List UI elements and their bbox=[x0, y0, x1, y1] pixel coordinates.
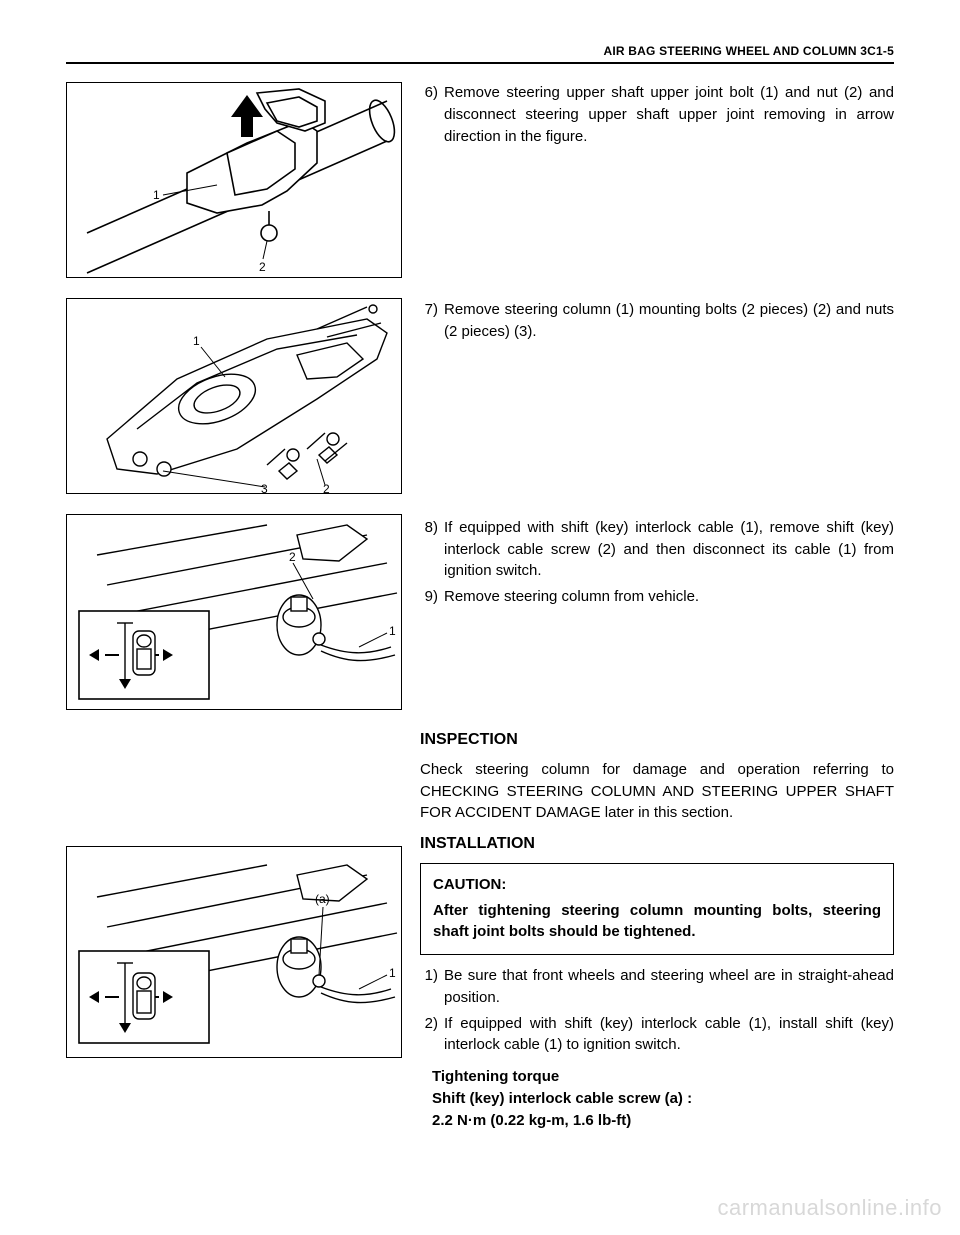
fig4-label-1: 1 bbox=[389, 966, 396, 980]
fig1-label-1: 1 bbox=[153, 188, 160, 202]
figures-column: 1 2 bbox=[66, 82, 402, 1131]
torque-value: 2.2 N·m (0.22 kg-m, 1.6 lb-ft) bbox=[420, 1110, 894, 1132]
installation-title: INSTALLATION bbox=[420, 832, 894, 855]
figure-step8: 2 1 bbox=[66, 514, 402, 710]
step-num: 2) bbox=[420, 1013, 444, 1057]
caution-box: CAUTION: After tightening steering colum… bbox=[420, 863, 894, 955]
fig4-label-a: (a) bbox=[315, 892, 330, 906]
step-6: 6) Remove steering upper shaft upper joi… bbox=[420, 82, 894, 147]
page-header: AIR BAG STEERING WHEEL AND COLUMN 3C1-5 bbox=[66, 44, 894, 64]
fig1-label-2: 2 bbox=[259, 260, 266, 274]
main-content: 1 2 bbox=[66, 82, 894, 1131]
step-9: 9) Remove steering column from vehicle. bbox=[420, 586, 894, 608]
step-text: Remove steering column from vehicle. bbox=[444, 586, 894, 608]
caution-label: CAUTION: bbox=[433, 874, 881, 896]
fig2-label-2: 2 bbox=[323, 482, 330, 494]
step-7: 7) Remove steering column (1) mounting b… bbox=[420, 299, 894, 343]
torque-label: Tightening torque bbox=[420, 1066, 894, 1088]
step-num: 8) bbox=[420, 517, 444, 582]
step-text: Remove steering column (1) mounting bolt… bbox=[444, 299, 894, 343]
text-column: 6) Remove steering upper shaft upper joi… bbox=[420, 82, 894, 1131]
caution-body: After tightening steering column mountin… bbox=[433, 900, 881, 942]
install-1: 1) Be sure that front wheels and steerin… bbox=[420, 965, 894, 1009]
step-8: 8) If equipped with shift (key) interloc… bbox=[420, 517, 894, 582]
fig2-label-3: 3 bbox=[261, 482, 268, 494]
step-text: If equipped with shift (key) interlock c… bbox=[444, 1013, 894, 1057]
install-2: 2) If equipped with shift (key) interloc… bbox=[420, 1013, 894, 1057]
fig2-label-1: 1 bbox=[193, 334, 200, 348]
figure-step6: 1 2 bbox=[66, 82, 402, 278]
torque-part: Shift (key) interlock cable screw (a) : bbox=[420, 1088, 894, 1110]
step-num: 9) bbox=[420, 586, 444, 608]
step-num: 7) bbox=[420, 299, 444, 343]
watermark: carmanualsonline.info bbox=[717, 1195, 942, 1221]
fig3-label-1: 1 bbox=[389, 624, 396, 638]
figure-install: (a) 1 bbox=[66, 846, 402, 1058]
step-text: Be sure that front wheels and steering w… bbox=[444, 965, 894, 1009]
step-text: If equipped with shift (key) interlock c… bbox=[444, 517, 894, 582]
inspection-title: INSPECTION bbox=[420, 728, 894, 751]
fig3-label-2: 2 bbox=[289, 550, 296, 564]
inspection-body: Check steering column for damage and ope… bbox=[420, 759, 894, 824]
figure-step7: 1 2 3 bbox=[66, 298, 402, 494]
step-num: 6) bbox=[420, 82, 444, 147]
step-text: Remove steering upper shaft upper joint … bbox=[444, 82, 894, 147]
step-num: 1) bbox=[420, 965, 444, 1009]
